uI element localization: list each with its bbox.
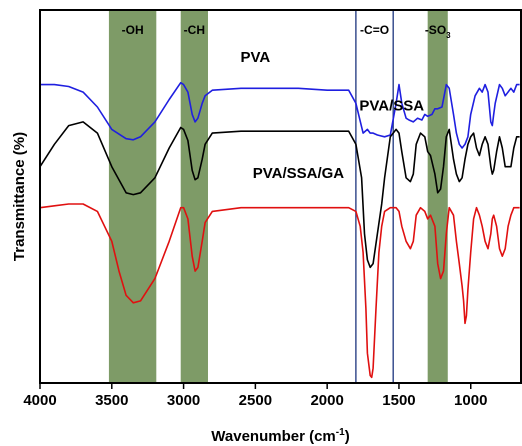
band-label-4: -SO3 (425, 23, 451, 40)
y-axis-title: Transmittance (%) (11, 132, 28, 261)
x-tick-label: 4000 (23, 392, 56, 409)
plot-frame (39, 9, 522, 384)
x-tick-label: 1000 (454, 392, 487, 409)
band-4 (427, 10, 448, 383)
band-label-3: -C=O (360, 23, 389, 37)
series-line-2 (39, 121, 520, 269)
series-label-1: PVA (241, 49, 271, 66)
series-layer (39, 81, 520, 379)
x-tick-label: 1500 (382, 392, 415, 409)
band-2 (180, 10, 208, 383)
series-line-3 (39, 203, 520, 379)
x-tick-label: 3500 (95, 392, 128, 409)
x-tick-label: 2500 (239, 392, 272, 409)
band-label-layer: -OH -CH -C=O -SO3 (122, 23, 452, 40)
band-label-2: -CH (184, 23, 205, 37)
series-line-1 (40, 81, 520, 149)
x-axis-ticks: 4000 3500 3000 2500 2000 1500 1000 (23, 383, 487, 409)
series-label-layer: PVA PVA/SSA PVA/SSA/GA (241, 49, 425, 182)
series-label-2: PVA/SSA (359, 98, 424, 115)
x-tick-label: 2000 (310, 392, 343, 409)
band-label-1: -OH (122, 23, 144, 37)
series-label-3: PVA/SSA/GA (253, 165, 345, 182)
band-1 (108, 10, 157, 383)
band-layer (108, 9, 448, 384)
x-axis-title: Wavenumber (cm-1) (211, 427, 349, 445)
x-tick-label: 3000 (167, 392, 200, 409)
